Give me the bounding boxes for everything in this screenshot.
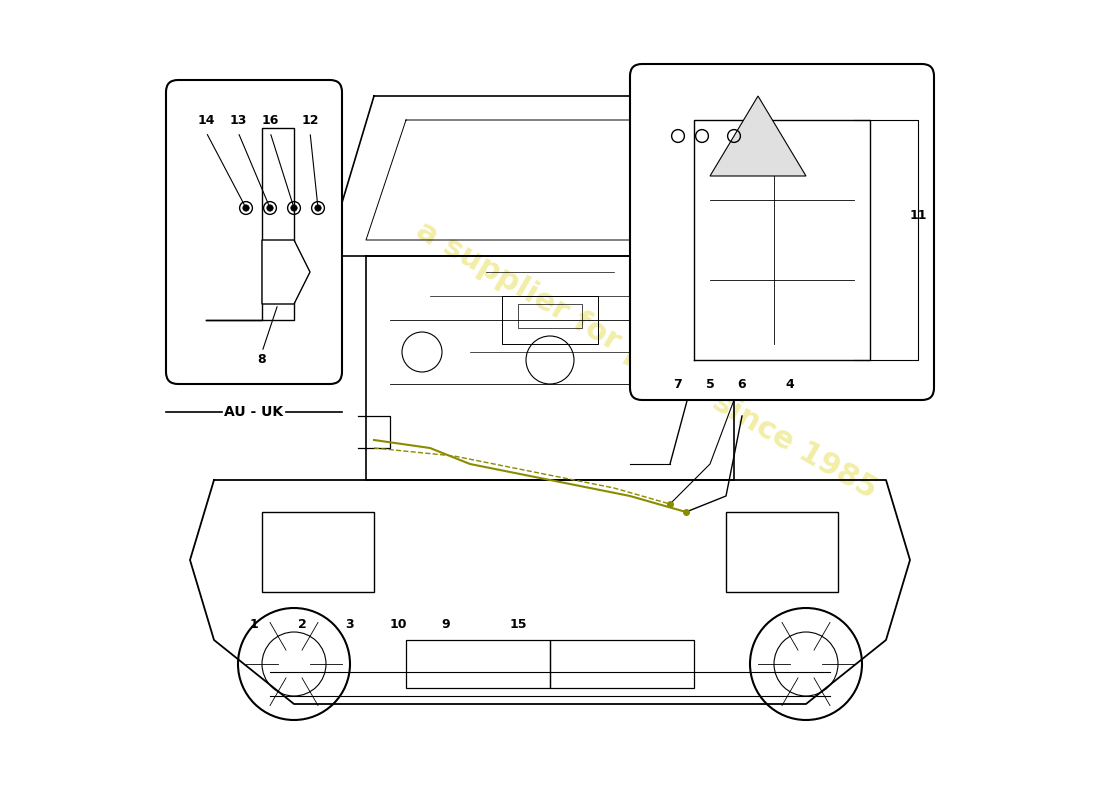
Text: 1: 1	[250, 618, 258, 630]
Text: 16: 16	[262, 114, 278, 126]
Bar	[550, 640, 694, 688]
Text: 13: 13	[229, 114, 246, 126]
Text: 2: 2	[298, 618, 307, 630]
Bar	[518, 304, 582, 328]
Text: 9: 9	[442, 618, 450, 630]
Polygon shape	[710, 96, 806, 176]
Text: 8: 8	[257, 354, 266, 366]
Circle shape	[315, 205, 321, 211]
Text: 5: 5	[705, 378, 714, 390]
Polygon shape	[262, 240, 310, 304]
Text: 12: 12	[301, 114, 319, 126]
FancyBboxPatch shape	[630, 64, 934, 400]
Text: 4: 4	[785, 378, 794, 390]
Bar	[406, 640, 550, 688]
Text: a supplier for parts since 1985: a supplier for parts since 1985	[410, 216, 881, 504]
Circle shape	[243, 205, 250, 211]
Text: 11: 11	[910, 209, 927, 222]
Circle shape	[267, 205, 273, 211]
Text: 7: 7	[673, 378, 682, 390]
Text: AU - UK: AU - UK	[224, 405, 284, 419]
FancyBboxPatch shape	[166, 80, 342, 384]
Bar	[502, 296, 598, 344]
Bar	[726, 512, 838, 592]
Text: 10: 10	[389, 618, 407, 630]
Text: 3: 3	[345, 618, 354, 630]
Text: 14: 14	[197, 114, 215, 126]
Text: 15: 15	[509, 618, 527, 630]
Text: 6: 6	[738, 378, 746, 390]
Circle shape	[290, 205, 297, 211]
Bar	[262, 512, 374, 592]
